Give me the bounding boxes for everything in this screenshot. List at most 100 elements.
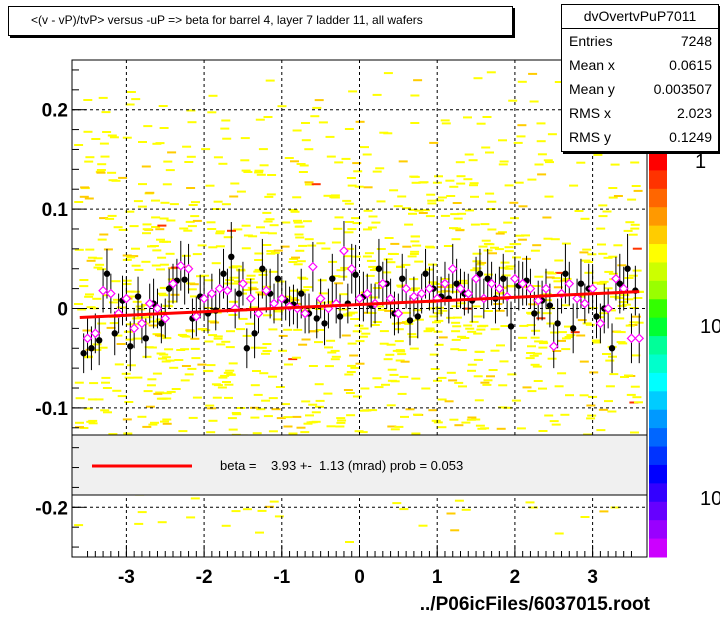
profile-point-open bbox=[424, 283, 435, 294]
x-tick-label: -1 bbox=[273, 567, 290, 588]
profile-point-open bbox=[494, 283, 505, 294]
y-tick-label: 0.1 bbox=[42, 200, 69, 221]
profile-point bbox=[577, 280, 585, 287]
profile-point bbox=[399, 275, 406, 282]
profile-point-open bbox=[401, 283, 411, 294]
profile-point-open bbox=[611, 273, 621, 284]
profile-point-open bbox=[510, 273, 520, 284]
color-scale-cell bbox=[649, 280, 667, 300]
y-tick-label: -0.1 bbox=[35, 399, 68, 420]
color-scale-label: 10 bbox=[700, 316, 720, 338]
profile-point-open bbox=[183, 263, 194, 274]
x-tick-label: 3 bbox=[587, 567, 598, 588]
profile-point-open bbox=[144, 298, 155, 309]
profile-point bbox=[274, 275, 282, 282]
profile-point bbox=[375, 265, 383, 272]
color-scale-cell bbox=[649, 391, 667, 411]
profile-point-open bbox=[533, 295, 544, 306]
profile-point bbox=[608, 345, 616, 352]
profile-point-open bbox=[106, 288, 116, 299]
profile-point-open bbox=[416, 288, 427, 299]
legend-text: beta = 3.93 +- 1.13 (mrad) prob = 0.053 bbox=[220, 458, 463, 473]
color-scale-cell bbox=[649, 170, 667, 190]
profile-point-open bbox=[261, 285, 272, 296]
profile-point-open bbox=[222, 285, 233, 296]
color-scale-cell bbox=[649, 428, 667, 448]
stats-row-mean-y: Mean y 0.003507 bbox=[562, 77, 718, 101]
x-tick-label: 0 bbox=[354, 567, 365, 588]
color-scale-cell bbox=[649, 317, 667, 337]
profile-point-open bbox=[362, 288, 373, 299]
stats-row-rms-y: RMS y 0.1249 bbox=[562, 125, 718, 149]
profile-point-open bbox=[339, 245, 349, 256]
profile-point bbox=[546, 302, 554, 309]
profile-point bbox=[593, 313, 600, 320]
color-scale: 1 10 10 bbox=[649, 151, 720, 558]
profile-point bbox=[235, 290, 243, 297]
stats-value: 0.1249 bbox=[669, 129, 712, 145]
profile-point-open bbox=[564, 278, 575, 289]
profile-point-open bbox=[191, 311, 202, 322]
profile-point bbox=[352, 271, 359, 278]
profile-point-open bbox=[276, 293, 287, 304]
profile-point bbox=[134, 293, 142, 300]
profile-point bbox=[321, 320, 328, 327]
profile-point-open bbox=[300, 308, 310, 319]
profile-point-open bbox=[98, 285, 108, 296]
color-scale-cell bbox=[649, 538, 667, 558]
color-scale-cell bbox=[649, 188, 667, 208]
fit-line bbox=[79, 290, 640, 319]
stats-value: 2.023 bbox=[676, 105, 712, 121]
profile-point-open bbox=[346, 263, 357, 274]
color-scale-cell bbox=[649, 520, 667, 540]
profile-point bbox=[142, 335, 150, 342]
stats-box: dvOvertvPuP7011 Entries 7248 Mean x 0.0615… bbox=[561, 4, 719, 152]
histogram-title-box: <(v - vP)/tvP> versus -uP => beta for ba… bbox=[8, 6, 513, 36]
profile-point bbox=[414, 313, 421, 320]
profile-point bbox=[95, 337, 103, 344]
stats-row-rms-x: RMS x 2.023 bbox=[562, 101, 718, 125]
profile-point bbox=[406, 317, 414, 324]
axes: -3 -2 -1 0 1 2 3 -0.2 -0.1 0 0.1 0.2 bbox=[35, 69, 632, 588]
stats-key: RMS y bbox=[569, 129, 611, 145]
y-tick-label: -0.2 bbox=[35, 498, 68, 519]
color-scale-cell bbox=[649, 464, 667, 484]
color-scale-cell bbox=[649, 446, 667, 466]
profile-point-open bbox=[517, 278, 528, 289]
profile-point bbox=[111, 330, 118, 337]
stats-row-mean-x: Mean x 0.0615 bbox=[562, 53, 718, 77]
profile-point bbox=[220, 270, 227, 277]
color-scale-label: 10 bbox=[700, 488, 720, 510]
color-scale-label: 1 bbox=[695, 151, 706, 173]
stats-value: 0.0615 bbox=[669, 57, 712, 73]
profile-point-open bbox=[377, 278, 388, 289]
color-scale-cell bbox=[649, 262, 667, 282]
stats-key: Mean x bbox=[569, 57, 615, 73]
profile-point-open bbox=[471, 273, 481, 284]
profile-point-open bbox=[486, 278, 497, 289]
color-scale-cell bbox=[649, 225, 667, 245]
stats-value: 7248 bbox=[680, 33, 712, 49]
color-scale-cell bbox=[649, 299, 667, 319]
profile-point-open bbox=[572, 293, 582, 304]
histogram-title: <(v - vP)/tvP> versus -uP => beta for ba… bbox=[31, 13, 423, 27]
profile-point bbox=[259, 265, 266, 272]
y-tick-label: 0 bbox=[57, 300, 68, 321]
profile-point bbox=[554, 320, 561, 327]
fit-legend: beta = 3.93 +- 1.13 (mrad) prob = 0.053 bbox=[71, 434, 648, 496]
profile-point bbox=[127, 343, 134, 350]
profile-point bbox=[165, 285, 173, 292]
profile-point-open bbox=[175, 260, 186, 271]
profile-point-open bbox=[626, 333, 637, 344]
x-tick-label: -2 bbox=[196, 567, 213, 588]
color-scale-cell bbox=[649, 336, 667, 355]
profile-point-open bbox=[199, 293, 209, 304]
profile-point bbox=[500, 275, 507, 282]
profile-point bbox=[531, 310, 538, 317]
profile-point bbox=[616, 280, 624, 287]
profile-point bbox=[624, 265, 631, 272]
color-scale-cell bbox=[649, 207, 667, 227]
profile-point-open bbox=[447, 263, 458, 274]
y-tick-label: 0.2 bbox=[42, 101, 68, 122]
profile-point-open bbox=[579, 298, 590, 309]
